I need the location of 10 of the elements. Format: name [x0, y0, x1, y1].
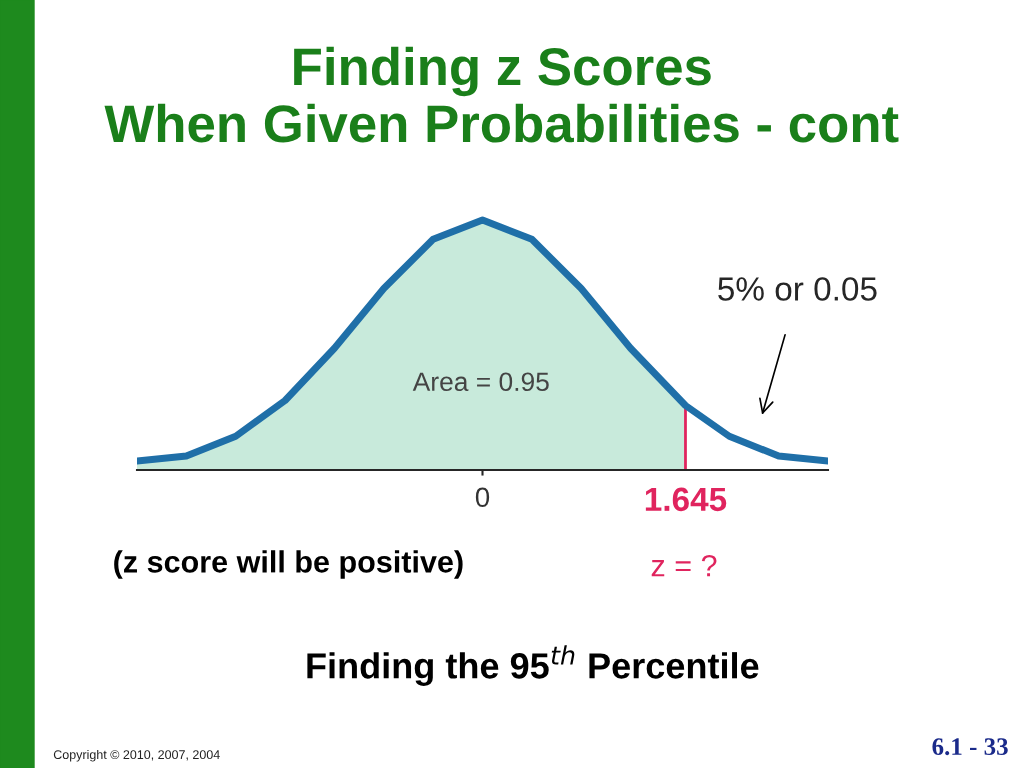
x-tick-label: 0	[475, 487, 490, 508]
annotation: Area = 0.95	[412, 372, 549, 392]
text: Finding the 95$^{th}$ Percentile	[307, 645, 759, 686]
text: 6.1 - 33	[932, 738, 1008, 756]
x-tick-label: 1.645	[645, 487, 727, 512]
chart-title: Finding z Scores When Given Probabilities - cont	[104, 46, 899, 143]
text: (z score will be positive)	[114, 550, 463, 579]
text: Copyright © 2010, 2007, 2004	[53, 749, 220, 762]
annotation: 5% or 0.05	[718, 277, 877, 301]
text: z = ?	[651, 554, 717, 577]
